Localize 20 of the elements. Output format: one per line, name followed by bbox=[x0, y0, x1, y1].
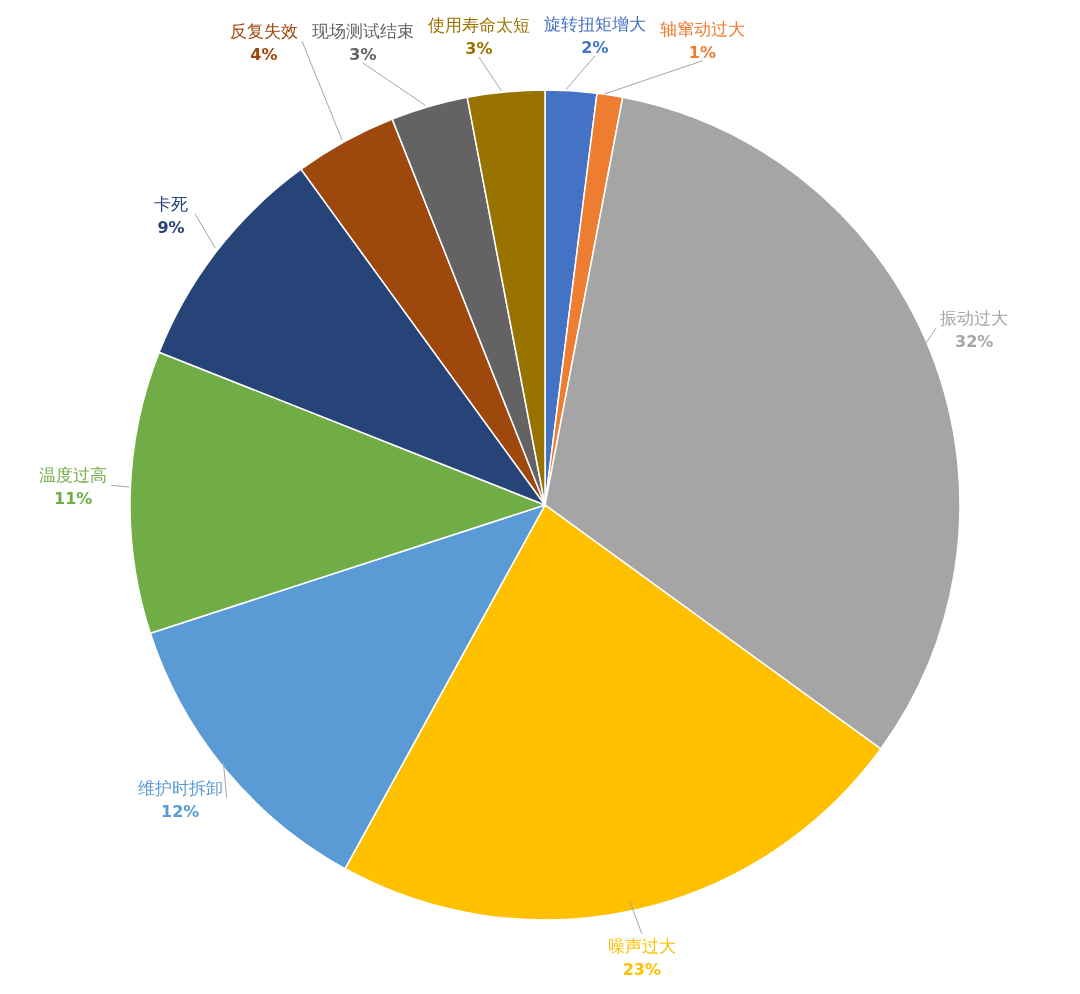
slice-label: 现场测试结束 bbox=[311, 21, 414, 41]
data-label: 9% bbox=[157, 217, 185, 237]
slice-label: 振动过大 bbox=[940, 308, 1009, 329]
slice-label: 维护时拆卸 bbox=[137, 777, 223, 798]
slice-label: 反复失效 bbox=[229, 21, 298, 41]
slice-label: 卡死 bbox=[154, 193, 188, 214]
data-label: 2% bbox=[581, 37, 609, 57]
data-label: 3% bbox=[349, 45, 377, 64]
data-label: 3% bbox=[465, 39, 493, 59]
slice-label: 噪声过大 bbox=[607, 935, 676, 956]
data-label: 4% bbox=[250, 45, 278, 64]
data-label: 11% bbox=[54, 489, 93, 509]
data-label: 32% bbox=[955, 332, 994, 352]
slice-label: 使用寿命太短 bbox=[427, 15, 530, 36]
data-label: 23% bbox=[622, 959, 662, 979]
data-label: 1% bbox=[688, 42, 717, 62]
data-label: 12% bbox=[161, 801, 200, 821]
slice-label: 温度过高 bbox=[39, 465, 108, 486]
slice-label: 轴窜动过大 bbox=[659, 18, 745, 39]
slice-label: 旋转扭矩增大 bbox=[543, 13, 646, 34]
